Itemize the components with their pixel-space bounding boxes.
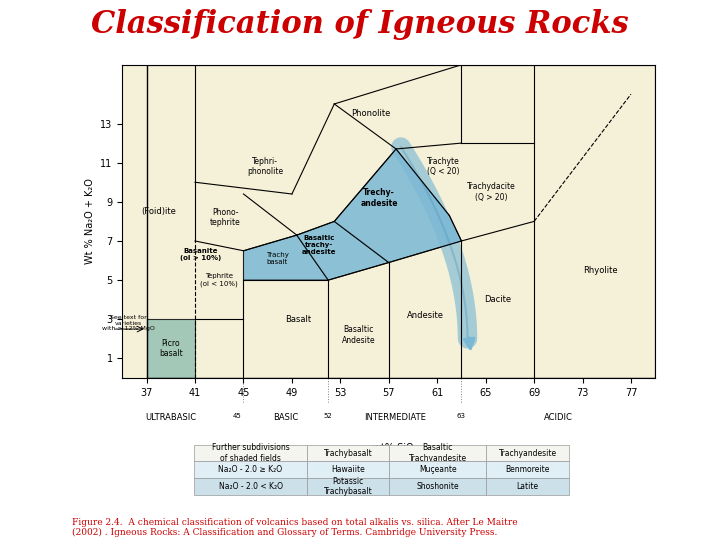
Text: ACIDIC: ACIDIC (544, 413, 573, 422)
Text: Basanite
(ol > 10%): Basanite (ol > 10%) (181, 248, 222, 261)
Text: (Foid)ite: (Foid)ite (141, 207, 176, 216)
Text: 45: 45 (233, 413, 242, 419)
Text: Figure 2.4.  A chemical classification of volcanics based on total alkalis vs. s: Figure 2.4. A chemical classification of… (72, 518, 518, 537)
Text: Picro
basalt: Picro basalt (159, 339, 183, 359)
Text: Trechy-
andesite: Trechy- andesite (361, 188, 398, 207)
Text: Trachy
basalt: Trachy basalt (266, 252, 289, 265)
Text: BASIC: BASIC (274, 413, 299, 422)
Text: 63: 63 (457, 413, 466, 419)
Polygon shape (243, 235, 328, 280)
Text: Basaltic
Andesite: Basaltic Andesite (342, 325, 375, 345)
Text: wt% SiO₂: wt% SiO₂ (373, 443, 417, 453)
Polygon shape (297, 221, 389, 280)
Polygon shape (147, 319, 195, 378)
Text: Phono-
tephrite: Phono- tephrite (210, 208, 240, 227)
Polygon shape (122, 65, 655, 378)
Text: Dacite: Dacite (485, 295, 511, 304)
Text: ULTRABASIC: ULTRABASIC (145, 413, 197, 422)
Text: Tephri-
phonolite: Tephri- phonolite (247, 157, 284, 176)
Text: Trachydacite
(Q > 20): Trachydacite (Q > 20) (467, 183, 516, 202)
Text: Phonolite: Phonolite (351, 109, 390, 118)
Y-axis label: Wt % Na₂O + K₂O: Wt % Na₂O + K₂O (85, 178, 95, 265)
Text: Rhyolite: Rhyolite (583, 266, 618, 275)
Text: Tephrite
(ol < 10%): Tephrite (ol < 10%) (200, 273, 238, 287)
Text: Andesite: Andesite (407, 311, 444, 320)
Text: See text for
varieties
with > 12% MgO: See text for varieties with > 12% MgO (102, 315, 155, 332)
Text: Classification of Igneous Rocks: Classification of Igneous Rocks (91, 9, 629, 40)
Text: INTERMEDIATE: INTERMEDIATE (364, 413, 426, 422)
Text: Basalt: Basalt (285, 315, 311, 324)
Polygon shape (334, 149, 462, 262)
Text: Basaltic
trachy-
andesite: Basaltic trachy- andesite (301, 235, 336, 255)
Text: Trachyte
(Q < 20): Trachyte (Q < 20) (427, 157, 459, 176)
Text: 52: 52 (324, 413, 333, 419)
